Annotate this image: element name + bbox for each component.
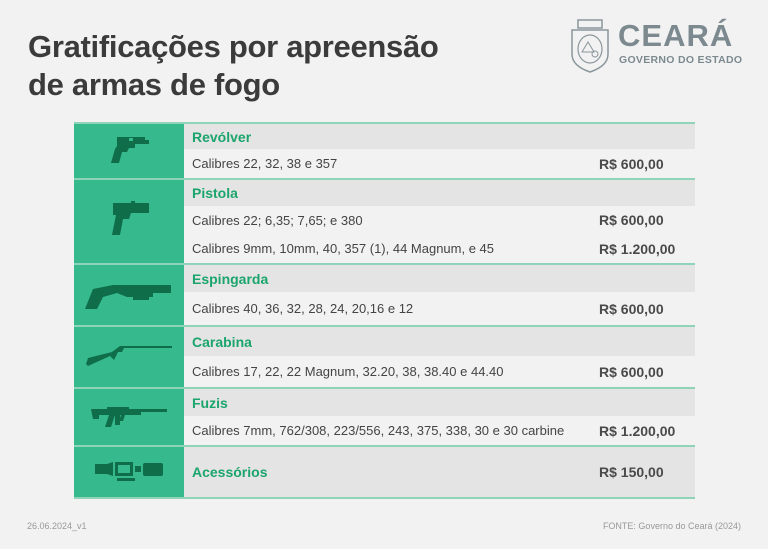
ceara-logo: CEARÁ GOVERNO DO ESTADO (568, 18, 748, 74)
category-content: Carabina Calibres 17, 22, 22 Magnum, 32.2… (184, 327, 695, 387)
category-row: Revólver Calibres 22, 32, 38 e 357 R$ 600,… (74, 124, 695, 180)
icon-cell (74, 265, 184, 325)
caliber-description: Calibres 7mm, 762/308, 223/556, 243, 375… (192, 423, 565, 438)
category-name: Pistola (184, 180, 695, 206)
caliber-description: Calibres 9mm, 10mm, 40, 357 (1), 44 Magn… (192, 241, 495, 256)
category-row: Acessórios R$ 150,00 (74, 447, 695, 499)
shotgun-icon (83, 275, 175, 316)
caliber-line: Calibres 22; 6,35; 7,65; e 380 R$ 600,00 (184, 206, 695, 234)
reward-price: R$ 600,00 (599, 363, 664, 380)
icon-cell (74, 447, 184, 497)
caliber-line: Calibres 7mm, 762/308, 223/556, 243, 375… (184, 416, 695, 445)
title-line-1: Gratificações por apreensão (28, 29, 439, 64)
category-name: Fuzis (184, 389, 695, 416)
category-row: Pistola Calibres 22; 6,35; 7,65; e 380 R$ … (74, 180, 695, 265)
revolver-icon (105, 131, 153, 172)
rifle-icon (89, 399, 169, 436)
caliber-line: Calibres 40, 36, 32, 28, 24, 20,16 e 12 R… (184, 292, 695, 325)
icon-cell (74, 327, 184, 387)
carbine-icon (84, 340, 174, 375)
category-name: Revólver (184, 124, 695, 149)
category-name: Carabina (184, 327, 695, 356)
category-content: Revólver Calibres 22, 32, 38 e 357 R$ 600,… (184, 124, 695, 178)
logo-name: CEARÁ (618, 18, 734, 53)
caliber-description: Calibres 22; 6,35; 7,65; e 380 (192, 212, 363, 228)
pistol-icon (105, 199, 153, 244)
caliber-line: Calibres 22, 32, 38 e 357 R$ 600,00 (184, 149, 695, 178)
logo-subtitle: GOVERNO DO ESTADO (619, 54, 743, 66)
category-content: Acessórios R$ 150,00 (184, 447, 695, 497)
caliber-line: Calibres 17, 22, 22 Magnum, 32.20, 38, 3… (184, 356, 695, 387)
reward-price: R$ 1.200,00 (599, 240, 676, 257)
icon-cell (74, 180, 184, 263)
caliber-description: Calibres 40, 36, 32, 28, 24, 20,16 e 12 (192, 301, 414, 316)
version-label: 26.06.2024_v1 (27, 521, 87, 531)
coat-of-arms-icon (571, 19, 609, 73)
source-label: FONTE: Governo do Ceará (2024) (602, 521, 741, 531)
category-name: Espingarda (184, 265, 695, 292)
category-row: Carabina Calibres 17, 22, 22 Magnum, 32.2… (74, 327, 695, 389)
reward-price: R$ 600,00 (599, 300, 664, 317)
rewards-table: Revólver Calibres 22, 32, 38 e 357 R$ 600,… (74, 122, 695, 499)
caliber-description: Calibres 17, 22, 22 Magnum, 32.20, 38, 3… (192, 364, 504, 379)
accessories-icon (93, 458, 165, 487)
page-title: Gratificações por apreensão de armas de … (28, 28, 439, 104)
icon-cell (74, 389, 184, 445)
category-row: Espingarda Calibres 40, 36, 32, 28, 24, 2… (74, 265, 695, 327)
reward-price: R$ 150,00 (599, 464, 664, 480)
icon-cell (74, 124, 184, 178)
caliber-description: Calibres 22, 32, 38 e 357 (192, 156, 338, 171)
reward-price: R$ 1.200,00 (599, 422, 676, 439)
category-content: Espingarda Calibres 40, 36, 32, 28, 24, 2… (184, 265, 695, 325)
reward-price: R$ 600,00 (599, 155, 664, 172)
caliber-line: Calibres 9mm, 10mm, 40, 357 (1), 44 Magn… (184, 234, 695, 263)
title-line-2: de armas de fogo (28, 67, 280, 102)
category-content: Fuzis Calibres 7mm, 762/308, 223/556, 243… (184, 389, 695, 445)
category-name: Acessórios (184, 447, 599, 497)
category-content: Pistola Calibres 22; 6,35; 7,65; e 380 R$ … (184, 180, 695, 263)
reward-price: R$ 600,00 (599, 212, 664, 228)
category-row: Fuzis Calibres 7mm, 762/308, 223/556, 243… (74, 389, 695, 447)
